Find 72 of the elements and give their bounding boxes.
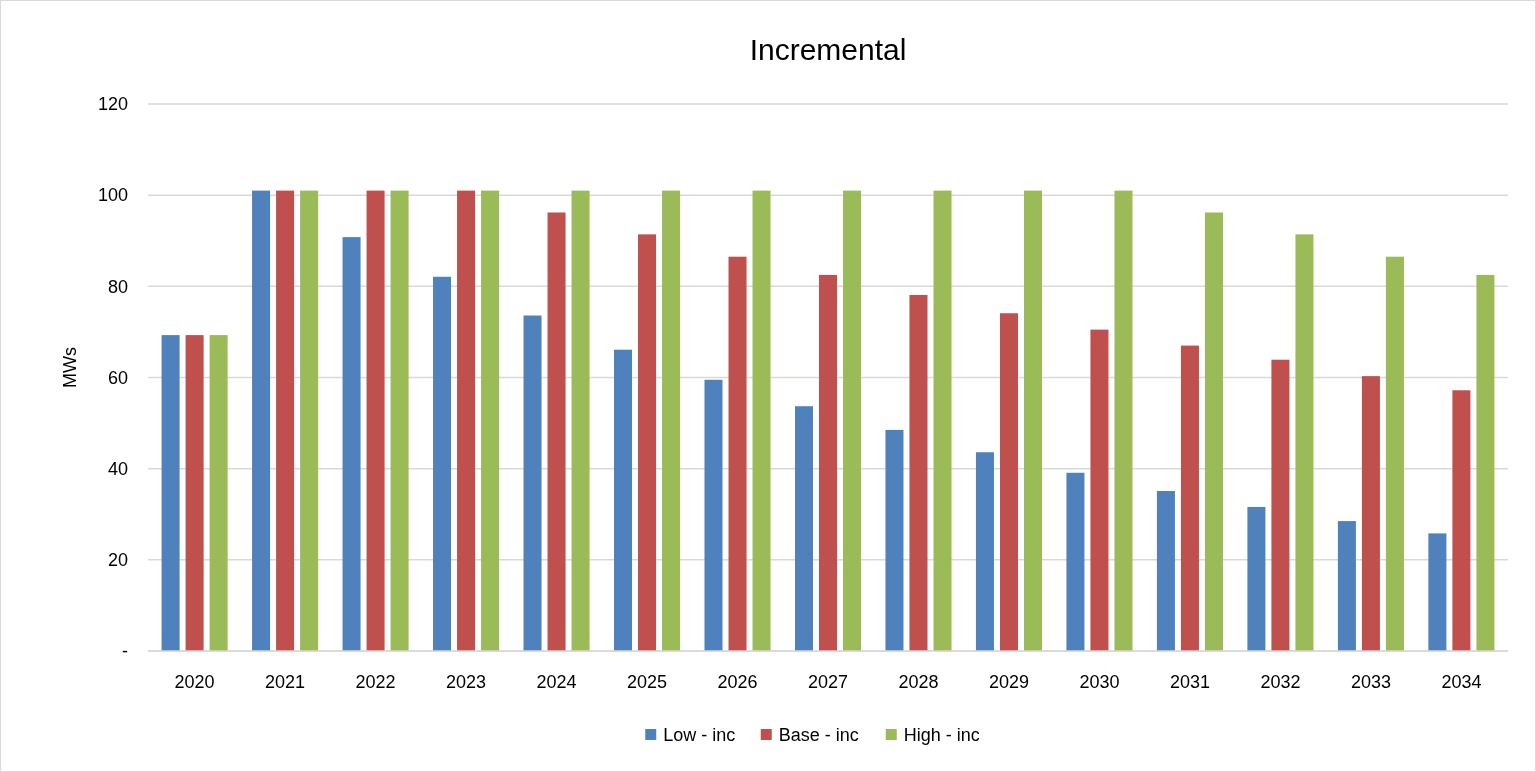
bar <box>481 190 500 651</box>
legend-label: Base - inc <box>778 725 859 746</box>
x-tick-label: 2026 <box>717 672 758 692</box>
y-axis-title: MWs <box>60 347 80 388</box>
bar <box>1428 533 1447 651</box>
y-tick-label: 20 <box>107 550 128 571</box>
bar <box>1476 274 1495 651</box>
x-tick-label: 2030 <box>1079 672 1120 692</box>
bar <box>300 190 319 651</box>
bar <box>1385 256 1404 651</box>
bar <box>662 190 681 651</box>
bar <box>818 274 838 651</box>
bar <box>1295 234 1314 651</box>
bar <box>1452 390 1471 651</box>
bar <box>638 234 657 651</box>
y-tick-label: 60 <box>107 367 128 388</box>
bar <box>342 237 361 651</box>
bar <box>1066 472 1085 651</box>
bar <box>885 429 904 651</box>
y-tick-label: - <box>122 641 128 662</box>
bar <box>571 190 590 651</box>
bar <box>843 190 862 651</box>
bar <box>1180 345 1199 651</box>
bar <box>161 335 180 651</box>
x-tick-label: 2032 <box>1260 672 1301 692</box>
bar <box>1247 506 1266 651</box>
bar <box>1114 190 1133 651</box>
bar <box>523 315 542 651</box>
bar <box>794 406 813 651</box>
bar <box>1023 190 1042 651</box>
x-tick-label: 2024 <box>536 672 577 692</box>
bar <box>457 190 476 651</box>
bar <box>704 379 723 651</box>
x-tick-label: 2029 <box>988 672 1029 692</box>
y-tick-label: 100 <box>97 185 128 206</box>
bar <box>933 190 952 651</box>
bar <box>390 190 409 651</box>
bar <box>276 190 295 651</box>
x-tick-label: 2020 <box>174 672 215 692</box>
x-tick-label: 2033 <box>1350 672 1391 692</box>
legend-label: Low - inc <box>663 725 736 746</box>
y-tick-label: 80 <box>107 276 128 297</box>
y-tick-label: 120 <box>97 94 128 115</box>
chart-title: Incremental <box>749 33 907 66</box>
x-tick-label: 2027 <box>807 672 849 692</box>
bar <box>975 452 994 651</box>
bar <box>366 190 385 651</box>
bar <box>1337 521 1356 651</box>
bar <box>1156 491 1175 651</box>
x-tick-label: 2031 <box>1169 672 1210 692</box>
x-tick-label: 2021 <box>265 672 306 692</box>
bar <box>614 349 633 651</box>
bar <box>252 190 271 651</box>
bar <box>547 212 566 651</box>
bar <box>909 294 928 651</box>
bar <box>728 256 747 651</box>
x-tick-label: 2025 <box>627 672 668 692</box>
bar <box>1204 212 1223 651</box>
y-tick-label: 40 <box>107 458 128 479</box>
bar <box>999 313 1018 651</box>
bar <box>433 276 452 651</box>
bar <box>1090 329 1109 651</box>
x-tick-label: 2028 <box>898 672 939 692</box>
legend-label: High - inc <box>903 725 980 746</box>
bar <box>1361 376 1380 651</box>
x-tick-label: 2034 <box>1441 672 1482 692</box>
x-tick-label: 2023 <box>446 672 487 692</box>
bar <box>1271 359 1290 651</box>
bar <box>209 335 228 651</box>
bar <box>185 335 204 651</box>
x-tick-label: 2022 <box>355 672 396 692</box>
bar <box>752 190 771 651</box>
